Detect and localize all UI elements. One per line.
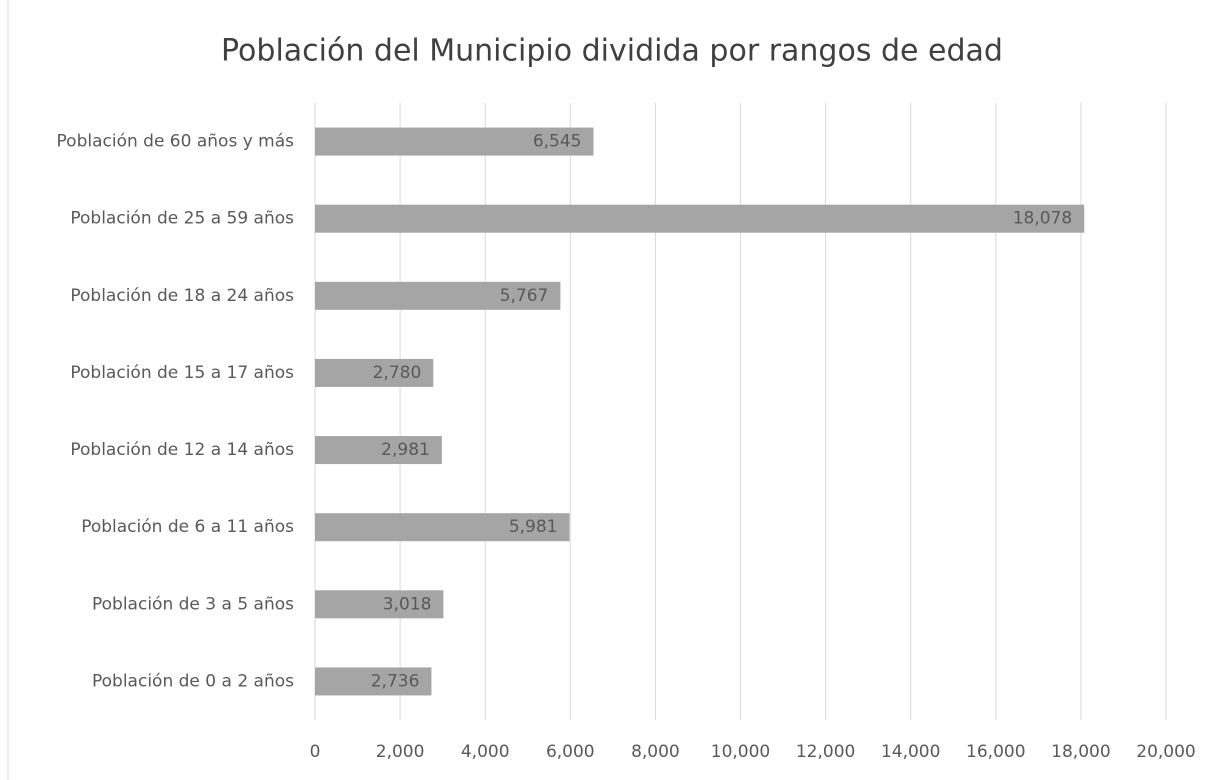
bar bbox=[315, 127, 594, 156]
x-tick-label: 12,000 bbox=[796, 742, 855, 762]
bar bbox=[315, 513, 570, 542]
bar bbox=[315, 667, 432, 696]
x-tick-label: 0 bbox=[310, 742, 321, 762]
data-label: 5,981 bbox=[509, 517, 558, 537]
y-tick-label: Población de 18 a 24 años bbox=[70, 286, 294, 306]
y-tick-label: Población de 6 a 11 años bbox=[81, 517, 294, 537]
data-label: 5,767 bbox=[500, 286, 549, 306]
x-tick-label: 14,000 bbox=[881, 742, 940, 762]
y-tick-label: Población de 15 a 17 años bbox=[70, 363, 294, 383]
data-label: 2,981 bbox=[381, 440, 430, 460]
x-tick-label: 8,000 bbox=[631, 742, 680, 762]
data-label: 18,078 bbox=[1013, 209, 1072, 229]
data-label: 6,545 bbox=[533, 132, 582, 152]
x-tick-label: 2,000 bbox=[376, 742, 425, 762]
x-tick-label: 16,000 bbox=[966, 742, 1025, 762]
y-tick-label: Población de 60 años y más bbox=[57, 132, 295, 152]
x-tick-label: 6,000 bbox=[546, 742, 595, 762]
y-tick-label: Población de 3 a 5 años bbox=[92, 594, 294, 614]
x-tick-label: 4,000 bbox=[461, 742, 510, 762]
y-tick-label: Población de 12 a 14 años bbox=[70, 440, 294, 460]
data-label: 2,780 bbox=[373, 363, 422, 383]
bar bbox=[315, 358, 434, 387]
bar bbox=[315, 436, 442, 465]
bar bbox=[315, 590, 444, 619]
y-tick-label: Población de 0 a 2 años bbox=[92, 671, 294, 691]
chart-title: Población del Municipio dividida por ran… bbox=[221, 34, 1003, 69]
bar bbox=[315, 204, 1085, 233]
data-label: 3,018 bbox=[383, 594, 432, 614]
x-tick-label: 10,000 bbox=[711, 742, 770, 762]
x-tick-label: 18,000 bbox=[1051, 742, 1110, 762]
data-label: 2,736 bbox=[371, 671, 420, 691]
y-tick-label: Población de 25 a 59 años bbox=[70, 209, 294, 229]
x-tick-label: 20,000 bbox=[1136, 742, 1195, 762]
bar bbox=[315, 281, 561, 310]
